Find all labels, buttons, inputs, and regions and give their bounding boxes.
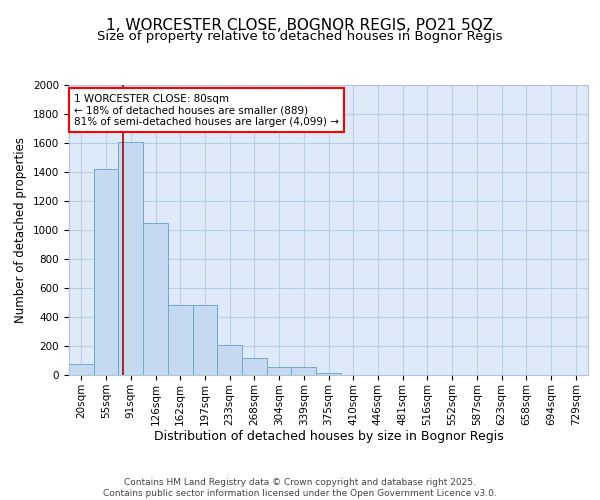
Bar	[242, 358, 267, 375]
Text: 1 WORCESTER CLOSE: 80sqm
← 18% of detached houses are smaller (889)
81% of semi-: 1 WORCESTER CLOSE: 80sqm ← 18% of detach…	[74, 94, 339, 127]
X-axis label: Distribution of detached houses by size in Bognor Regis: Distribution of detached houses by size …	[154, 430, 503, 444]
Bar	[267, 367, 292, 375]
Bar	[292, 367, 316, 375]
Bar	[118, 142, 143, 375]
Text: 1, WORCESTER CLOSE, BOGNOR REGIS, PO21 5QZ: 1, WORCESTER CLOSE, BOGNOR REGIS, PO21 5…	[106, 18, 494, 32]
Bar	[168, 306, 193, 375]
Text: Size of property relative to detached houses in Bognor Regis: Size of property relative to detached ho…	[97, 30, 503, 43]
Bar	[217, 346, 242, 375]
Bar	[316, 373, 341, 375]
Y-axis label: Number of detached properties: Number of detached properties	[14, 137, 28, 323]
Text: Contains HM Land Registry data © Crown copyright and database right 2025.
Contai: Contains HM Land Registry data © Crown c…	[103, 478, 497, 498]
Bar	[143, 223, 168, 375]
Bar	[69, 364, 94, 375]
Bar	[193, 306, 217, 375]
Bar	[94, 169, 118, 375]
